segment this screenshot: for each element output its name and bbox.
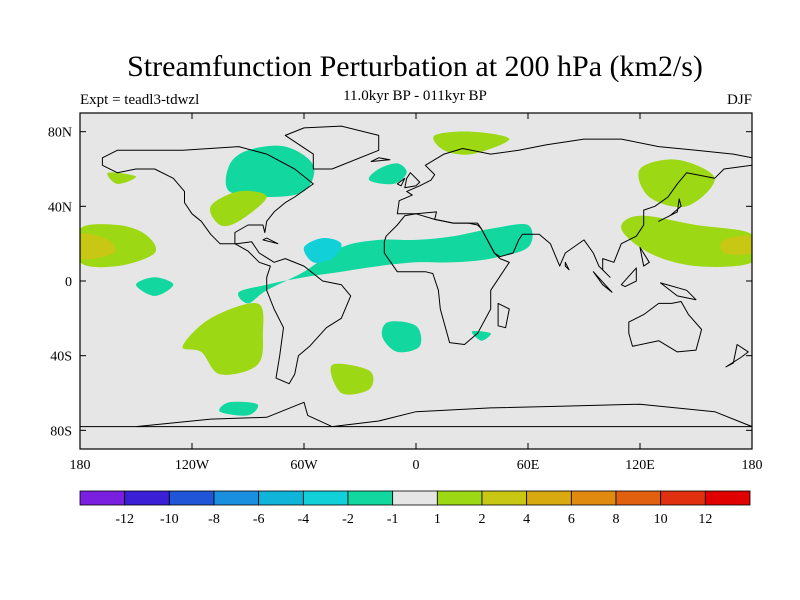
coastline-14 [370,157,391,162]
contour-region-13 [107,172,137,184]
colorbar-swatch-1 [124,490,170,506]
colorbar-swatch-13 [660,490,706,506]
colorbar-label: -1 [387,512,399,527]
colorbar-swatch-10 [526,490,572,506]
colorbar-swatch-5 [302,490,349,506]
colorbar-label: -2 [342,512,354,527]
coastline-17 [564,261,570,271]
contour-region-3 [368,163,407,185]
colorbar-label: -10 [160,512,179,527]
colorbar-swatch-0 [79,490,126,506]
y-tick-label: 0 [65,275,72,290]
contour-region-2 [225,145,315,197]
y-axis: 80N 40N 0 40S 80S [48,126,752,439]
contour-region-7 [219,401,259,416]
colorbar-label: 6 [568,512,575,527]
coastline-3 [383,213,510,345]
coastline-10 [660,282,697,301]
coastline-5 [80,401,752,428]
colorbar-swatch-3 [213,490,260,506]
coastline-11 [639,246,650,267]
contour-region-15 [621,215,752,267]
colorbar-swatch-8 [436,490,483,506]
colorbar-swatch-2 [168,490,215,506]
x-axis: 180 120W 60W 0 60E 120E 180 [70,113,763,473]
colorbar-label: 8 [613,512,620,527]
contour-region-6 [471,330,491,341]
x-tick-label: 180 [70,458,91,473]
colorbar-label: -8 [208,512,220,527]
colorbar-swatch-6 [347,490,394,506]
contour-region-16 [80,233,116,260]
figure-title: Streamfunction Perturbation at 200 hPa (… [127,50,703,83]
contour-region-12 [638,159,715,208]
contour-region-1 [303,237,342,263]
colorbar-swatch-9 [481,490,528,506]
coastline-4 [628,301,703,353]
colorbar-label: -6 [253,512,265,527]
coastline-9 [620,267,637,288]
coastline-13 [396,177,406,187]
map-panel [79,112,753,450]
x-tick-label: 0 [413,458,420,473]
coastline-12 [404,172,421,189]
contour-region-0 [237,224,533,304]
colorbar-label: 1 [434,512,441,527]
colorbar-label: 2 [479,512,486,527]
coastline-7 [658,198,682,222]
coastline-16 [725,344,749,368]
coastline-2 [396,138,752,278]
colorbar-label: 4 [523,512,530,527]
coastline-8 [592,271,613,293]
season-label: DJF [726,92,752,108]
y-tick-label: 80N [48,126,72,141]
colorbar-label: -12 [115,512,134,527]
coastline-6 [497,302,510,329]
contour-region-11 [433,131,510,155]
x-tick-label: 180 [742,458,763,473]
figure-subtitle: 11.0kyr BP - 011kyr BP [343,88,487,104]
colorbar-swatch-12 [615,490,662,506]
contour-region-14 [209,190,267,227]
colorbar-label: 12 [698,512,712,527]
x-tick-label: 120E [625,458,655,473]
colorbar-label: 10 [654,512,668,527]
x-tick-label: 120W [175,458,210,473]
coastline-0 [101,146,352,385]
contour-region-10 [330,363,374,395]
coastline-15 [262,237,279,245]
colorbar-label: -4 [297,512,309,527]
x-tick-label: 60E [517,458,540,473]
contour-region-5 [381,321,422,353]
contour-layer [80,131,752,416]
y-tick-label: 40N [48,200,72,215]
contour-region-17 [720,235,752,255]
y-tick-label: 40S [50,350,72,365]
colorbar-swatch-14 [704,490,751,506]
coastline-1 [284,125,380,170]
experiment-label: Expt = teadl3-tdwzl [80,92,200,108]
colorbar-swatch-7 [392,490,438,506]
coastline-layer [80,125,752,428]
y-tick-label: 80S [50,424,72,439]
x-tick-label: 60W [290,458,318,473]
colorbar-swatch-4 [258,490,304,506]
colorbar: -12 -10 -8 -6 -4 -2 -1 1 2 4 6 8 10 12 [79,490,751,527]
contour-region-4 [136,277,174,296]
colorbar-swatch-11 [570,490,617,506]
contour-region-9 [182,303,264,375]
